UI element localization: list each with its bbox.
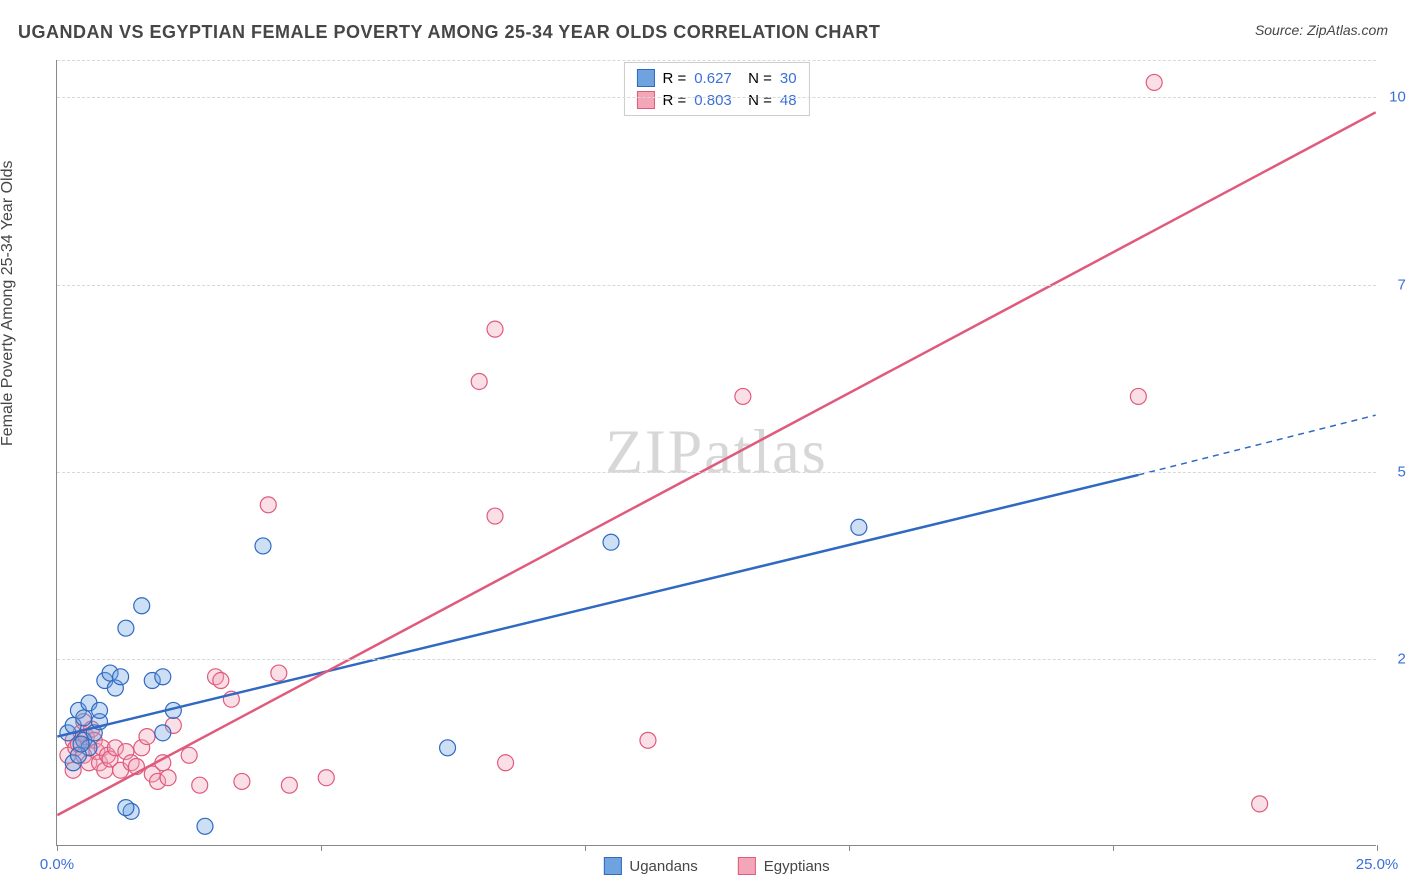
data-point — [255, 538, 271, 554]
data-point — [1146, 74, 1162, 90]
regression-line-extrapolated — [1138, 415, 1375, 475]
gridline-h — [57, 285, 1376, 286]
data-point — [851, 519, 867, 535]
plot-area: ZIPatlas R = 0.627 N = 30 R = 0.803 N = … — [56, 60, 1376, 846]
data-point — [487, 321, 503, 337]
y-tick-label: 100.0% — [1384, 89, 1406, 106]
regression-line — [57, 475, 1138, 737]
data-point — [155, 669, 171, 685]
swatch-egyptians-icon — [738, 857, 756, 875]
data-point — [139, 729, 155, 745]
legend-item-ugandans: Ugandans — [603, 857, 697, 875]
data-point — [76, 710, 92, 726]
source-attribution: Source: ZipAtlas.com — [1255, 22, 1388, 38]
data-point — [640, 732, 656, 748]
data-point — [471, 373, 487, 389]
y-axis-label: Female Poverty Among 25-34 Year Olds — [0, 161, 17, 447]
data-point — [1130, 388, 1146, 404]
data-point — [213, 673, 229, 689]
data-point — [487, 508, 503, 524]
gridline-h — [57, 472, 1376, 473]
legend-label-ugandans: Ugandans — [629, 858, 697, 875]
x-tick — [1113, 845, 1114, 851]
data-point — [260, 497, 276, 513]
data-point — [318, 770, 334, 786]
data-point — [498, 755, 514, 771]
data-point — [197, 818, 213, 834]
data-point — [281, 777, 297, 793]
x-tick — [849, 845, 850, 851]
x-tick-label: 0.0% — [40, 856, 74, 873]
chart-container: UGANDAN VS EGYPTIAN FEMALE POVERTY AMONG… — [0, 0, 1406, 892]
data-point — [1252, 796, 1268, 812]
y-tick-label: 25.0% — [1384, 650, 1406, 667]
x-tick-label: 25.0% — [1356, 856, 1399, 873]
chart-title: UGANDAN VS EGYPTIAN FEMALE POVERTY AMONG… — [18, 22, 880, 43]
data-point — [134, 598, 150, 614]
scatter-plot-svg — [57, 60, 1376, 845]
data-point — [440, 740, 456, 756]
y-tick-label: 50.0% — [1384, 463, 1406, 480]
regression-line — [57, 112, 1375, 815]
data-point — [192, 777, 208, 793]
series-legend: Ugandans Egyptians — [603, 857, 829, 875]
gridline-h — [57, 659, 1376, 660]
legend-label-egyptians: Egyptians — [764, 858, 830, 875]
gridline-h — [57, 97, 1376, 98]
x-tick — [585, 845, 586, 851]
swatch-ugandans-icon — [603, 857, 621, 875]
legend-item-egyptians: Egyptians — [738, 857, 830, 875]
data-point — [92, 702, 108, 718]
data-point — [118, 800, 134, 816]
data-point — [181, 747, 197, 763]
data-point — [160, 770, 176, 786]
x-tick — [1377, 845, 1378, 851]
data-point — [113, 669, 129, 685]
y-tick-label: 75.0% — [1384, 276, 1406, 293]
data-point — [118, 620, 134, 636]
data-point — [271, 665, 287, 681]
data-point — [234, 773, 250, 789]
x-tick — [321, 845, 322, 851]
x-tick — [57, 845, 58, 851]
data-point — [73, 736, 89, 752]
data-point — [735, 388, 751, 404]
data-point — [603, 534, 619, 550]
gridline-h — [57, 60, 1376, 61]
data-point — [155, 725, 171, 741]
